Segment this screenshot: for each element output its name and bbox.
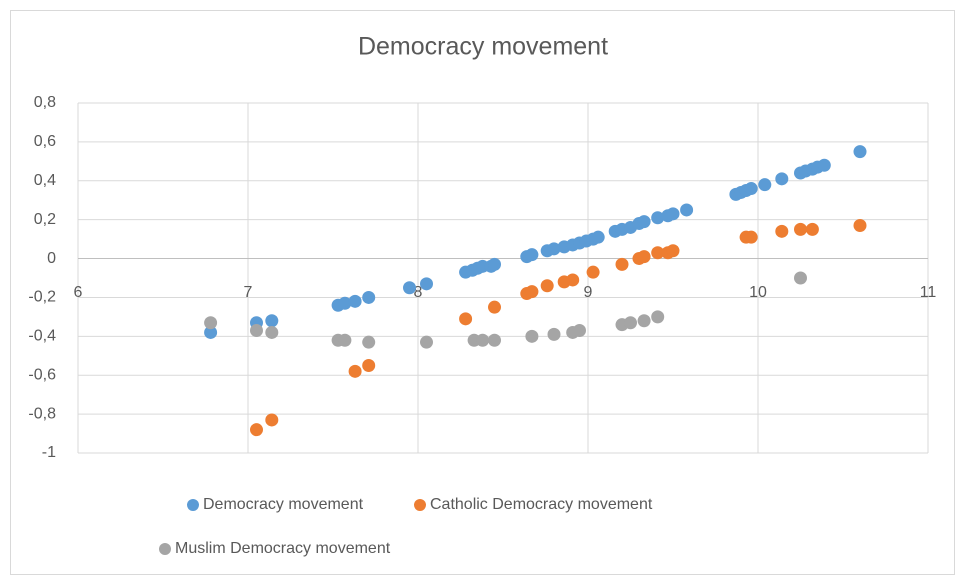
point xyxy=(488,333,501,347)
point xyxy=(853,145,867,159)
point xyxy=(637,215,651,229)
point xyxy=(591,230,605,244)
y-tick-label: -1 xyxy=(42,444,56,461)
point xyxy=(265,325,279,339)
legend-marker xyxy=(414,499,426,511)
point xyxy=(666,244,680,258)
point xyxy=(403,281,416,295)
point xyxy=(794,271,807,285)
y-tick-label: 0,4 xyxy=(34,172,56,189)
point xyxy=(362,290,376,304)
point xyxy=(744,182,758,196)
point xyxy=(488,257,501,271)
point xyxy=(525,329,539,343)
x-tick-label: 8 xyxy=(414,284,423,301)
point xyxy=(348,294,362,308)
point xyxy=(680,203,694,217)
chart-title: Democracy movement xyxy=(358,33,608,61)
point xyxy=(853,219,867,232)
point xyxy=(758,178,772,192)
y-tick-label: 0,6 xyxy=(34,133,56,150)
point xyxy=(615,257,629,271)
point xyxy=(265,413,279,427)
y-tick-label: 0 xyxy=(47,250,56,267)
point xyxy=(338,333,352,347)
legend-marker xyxy=(187,499,199,511)
point xyxy=(637,314,651,328)
y-tick-label: -0,2 xyxy=(28,289,56,306)
point xyxy=(744,230,758,244)
point xyxy=(338,296,352,310)
point xyxy=(420,335,433,349)
point xyxy=(547,327,561,341)
y-tick-label: 0,8 xyxy=(34,94,56,111)
point xyxy=(651,246,665,260)
legend-marker xyxy=(159,543,171,555)
x-tick-label: 10 xyxy=(749,284,767,301)
point xyxy=(420,277,433,291)
point xyxy=(265,314,279,328)
point xyxy=(666,207,680,221)
point xyxy=(775,172,789,186)
y-tick-label: 0,2 xyxy=(34,211,56,228)
y-tick-label: -0,8 xyxy=(28,405,56,422)
legend-label: Muslim Democracy movement xyxy=(175,540,391,557)
point xyxy=(651,211,665,225)
point xyxy=(525,248,539,262)
point xyxy=(525,285,539,299)
point xyxy=(204,316,218,330)
point xyxy=(637,250,651,264)
point xyxy=(547,242,561,256)
point xyxy=(566,273,580,287)
point xyxy=(586,265,600,279)
point xyxy=(775,224,789,238)
point xyxy=(651,310,665,324)
point xyxy=(250,324,263,337)
point xyxy=(250,423,263,437)
point xyxy=(794,222,807,236)
x-tick-label: 9 xyxy=(584,284,593,301)
point xyxy=(348,364,362,378)
point xyxy=(488,300,501,314)
x-tick-label: 6 xyxy=(74,284,83,301)
y-tick-label: -0,6 xyxy=(28,366,56,383)
point xyxy=(362,359,376,372)
point xyxy=(540,279,554,293)
point xyxy=(624,316,637,330)
legend-label: Democracy movement xyxy=(203,496,364,513)
y-tick-label: -0,4 xyxy=(28,328,56,345)
legend-label: Catholic Democracy movement xyxy=(430,496,653,513)
point xyxy=(817,158,831,172)
x-tick-label: 7 xyxy=(244,284,253,301)
x-tick-label: 11 xyxy=(920,284,937,301)
point xyxy=(362,335,376,349)
point xyxy=(805,222,819,236)
point xyxy=(204,325,218,339)
point xyxy=(476,333,490,347)
point xyxy=(459,312,473,326)
chart-border xyxy=(10,10,955,575)
point xyxy=(573,324,586,337)
